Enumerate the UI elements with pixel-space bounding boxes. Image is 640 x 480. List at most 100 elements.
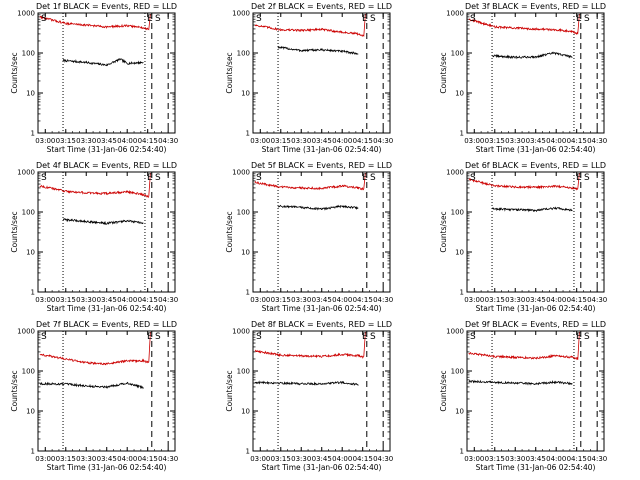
plot-frame <box>252 330 391 452</box>
x-tick-label: 03:15 <box>56 137 76 145</box>
x-tick-label: 04:00 <box>546 137 566 145</box>
start-marker-label: S <box>155 173 161 183</box>
y-tick-label: 100 <box>22 368 35 376</box>
panel-title: Det 9f BLACK = Events, RED = LLD <box>465 320 606 329</box>
lld-series-line <box>254 172 366 191</box>
x-axis-label: Start Time (31-Jan-06 02:54:40) <box>47 304 167 313</box>
y-tick-label: 10 <box>241 90 250 98</box>
events-series-line <box>491 51 573 60</box>
x-tick-label: 04:15 <box>567 137 587 145</box>
x-tick-label: 04:00 <box>546 455 566 463</box>
x-tick-label: 03:15 <box>271 296 291 304</box>
x-tick-label: 03:30 <box>505 137 525 145</box>
plot-frame <box>252 171 391 293</box>
y-tick-label: 1 <box>460 289 464 297</box>
x-axis-label: Start Time (31-Jan-06 02:54:40) <box>262 145 382 154</box>
lld-series-line <box>254 13 366 38</box>
panel-title: Det 4f BLACK = Events, RED = LLD <box>36 161 177 170</box>
panel-title: Det 2f BLACK = Events, RED = LLD <box>251 2 392 11</box>
y-tick-label: 1 <box>31 448 35 456</box>
x-tick-label: 03:30 <box>76 296 96 304</box>
y-tick-label: 1 <box>246 448 250 456</box>
x-tick-label: 04:00 <box>117 455 137 463</box>
end-marker-label: E <box>147 14 153 24</box>
x-tick-label: 03:45 <box>312 137 332 145</box>
start-marker-label: S <box>256 332 262 342</box>
panel-title: Det 1f BLACK = Events, RED = LLD <box>36 2 177 11</box>
y-axis-label: Counts/sec <box>10 52 19 93</box>
x-tick-label: 03:00 <box>35 296 55 304</box>
x-tick-label: 03:45 <box>97 296 117 304</box>
x-axis-label: Start Time (31-Jan-06 02:54:40) <box>47 145 167 154</box>
x-tick-label: 04:00 <box>117 296 137 304</box>
y-tick-label: 100 <box>237 368 250 376</box>
y-tick-label: 10 <box>26 90 35 98</box>
end-marker-label: E <box>147 332 153 342</box>
start-marker-label: S <box>584 14 590 24</box>
panel-6: Det 6f BLACK = Events, RED = LLD 1 10 100 10… <box>439 161 607 313</box>
y-tick-label: 1000 <box>17 10 35 18</box>
start-marker-label: S <box>256 14 262 24</box>
y-tick-label: 10 <box>26 249 35 257</box>
x-tick-label: 03:15 <box>485 137 505 145</box>
x-tick-label: 03:45 <box>526 137 546 145</box>
x-tick-label: 04:15 <box>138 455 158 463</box>
x-tick-label: 03:45 <box>526 455 546 463</box>
x-tick-label: 03:15 <box>271 137 291 145</box>
x-tick-label: 04:00 <box>332 137 352 145</box>
panel-title: Det 7f BLACK = Events, RED = LLD <box>36 320 177 329</box>
x-tick-label: 03:00 <box>35 455 55 463</box>
y-tick-label: 1 <box>246 130 250 138</box>
plot-frame <box>252 12 391 134</box>
y-tick-label: 10 <box>26 408 35 416</box>
y-tick-label: 1000 <box>446 328 464 336</box>
events-series-line <box>62 217 144 226</box>
y-tick-label: 100 <box>22 209 35 217</box>
lld-series-line <box>468 331 580 361</box>
x-tick-label: 04:15 <box>567 296 587 304</box>
start-marker-label: S <box>41 173 47 183</box>
start-marker-label: S <box>470 332 476 342</box>
x-axis-label: Start Time (31-Jan-06 02:54:40) <box>476 304 596 313</box>
y-tick-label: 10 <box>455 408 464 416</box>
x-tick-label: 04:15 <box>353 455 373 463</box>
y-tick-label: 1000 <box>446 169 464 177</box>
start-marker-label: S <box>370 173 376 183</box>
start-marker-label: S <box>155 332 161 342</box>
y-tick-label: 1000 <box>232 169 250 177</box>
x-tick-label: 03:15 <box>56 296 76 304</box>
panel-9: Det 9f BLACK = Events, RED = LLD 1 10 100 10… <box>439 320 607 472</box>
x-tick-label: 03:00 <box>35 137 55 145</box>
x-tick-label: 04:30 <box>373 137 393 145</box>
start-marker-label: S <box>370 332 376 342</box>
y-tick-label: 100 <box>451 50 464 58</box>
y-axis-label: Counts/sec <box>225 370 234 411</box>
y-axis-label: Counts/sec <box>439 370 448 411</box>
x-tick-label: 03:30 <box>291 296 311 304</box>
x-tick-label: 03:00 <box>464 296 484 304</box>
y-axis-label: Counts/sec <box>10 211 19 252</box>
x-axis-label: Start Time (31-Jan-06 02:54:40) <box>476 463 596 472</box>
x-tick-label: 03:00 <box>250 137 270 145</box>
panel-7: Det 7f BLACK = Events, RED = LLD 1 10 100 10… <box>10 320 178 472</box>
y-tick-label: 1 <box>31 130 35 138</box>
y-tick-label: 10 <box>241 249 250 257</box>
end-marker-label: E <box>147 173 153 183</box>
y-tick-label: 10 <box>455 249 464 257</box>
y-tick-label: 1000 <box>446 10 464 18</box>
x-tick-label: 03:45 <box>526 296 546 304</box>
start-marker-label: S <box>256 173 262 183</box>
plot-frame <box>37 12 176 134</box>
x-axis-label: Start Time (31-Jan-06 02:54:40) <box>262 304 382 313</box>
x-axis-label: Start Time (31-Jan-06 02:54:40) <box>47 463 167 472</box>
x-tick-label: 03:30 <box>505 296 525 304</box>
y-tick-label: 100 <box>237 209 250 217</box>
y-tick-label: 1000 <box>17 169 35 177</box>
x-tick-label: 03:45 <box>312 296 332 304</box>
start-marker-label: S <box>584 173 590 183</box>
x-tick-label: 03:15 <box>485 296 505 304</box>
end-marker-label: E <box>362 14 368 24</box>
events-series-line <box>62 58 144 67</box>
events-series-line <box>39 381 144 390</box>
